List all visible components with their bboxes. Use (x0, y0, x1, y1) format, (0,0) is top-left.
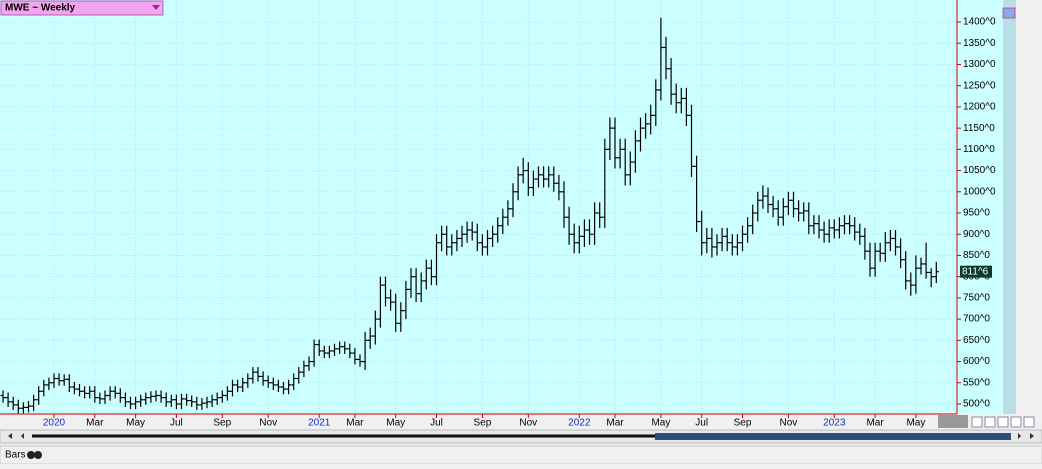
y-tick-label: 950^0 (963, 208, 990, 219)
x-tick-label: 2022 (568, 418, 591, 429)
x-tick-label: Jul (170, 418, 183, 429)
plot-area (0, 0, 957, 414)
x-tick-label: Jul (695, 418, 708, 429)
y-tick-label: 1150^0 (963, 123, 995, 134)
corner-box (938, 415, 968, 428)
nav-button[interactable] (1023, 416, 1035, 428)
x-tick-label: 2020 (43, 418, 66, 429)
x-tick-label: Mar (606, 418, 624, 429)
side-panel (1016, 0, 1042, 414)
y-tick-label: 1400^0 (963, 17, 996, 28)
x-tick-label: 2021 (308, 418, 331, 429)
y-tick-label: 700^0 (963, 314, 990, 325)
scroll-right-step[interactable] (1018, 433, 1021, 439)
nav-button[interactable] (1010, 416, 1022, 428)
y-tick-label: 1250^0 (963, 80, 996, 91)
x-tick-label: Sep (734, 418, 752, 429)
x-tick-label: Mar (866, 418, 884, 429)
status-icon[interactable] (27, 451, 35, 459)
status-icon[interactable] (34, 451, 42, 459)
scroll-left-step[interactable] (21, 433, 24, 439)
y-tick-label: 500^0 (963, 399, 990, 410)
x-tick-label: Nov (519, 418, 537, 429)
y-tick-label: 1000^0 (963, 186, 996, 197)
y-tick-label: 1050^0 (963, 165, 996, 176)
chart-title: MWE ~ Weekly (5, 3, 76, 14)
status-bar (0, 445, 1042, 465)
scroll-right[interactable] (1030, 433, 1034, 439)
x-tick-label: 2023 (823, 418, 846, 429)
nav-button[interactable] (997, 416, 1009, 428)
x-tick-label: May (651, 418, 670, 429)
nav-button[interactable] (984, 416, 996, 428)
x-tick-label: Sep (213, 418, 231, 429)
scale-button[interactable] (1002, 7, 1016, 19)
x-tick-label: Nov (780, 418, 798, 429)
y-tick-label: 1300^0 (963, 59, 996, 70)
x-tick-label: Mar (346, 418, 364, 429)
y-tick-label: 1350^0 (963, 38, 996, 49)
x-tick-label: May (386, 418, 405, 429)
y-tick-label: 600^0 (963, 356, 990, 367)
scroll-column[interactable] (1003, 0, 1016, 414)
price-axis-area (957, 0, 1003, 414)
nav-buttons (971, 416, 1035, 428)
y-tick-label: 850^0 (963, 250, 990, 261)
x-tick-label: Mar (86, 418, 104, 429)
y-tick-label: 1100^0 (963, 144, 995, 155)
y-tick-label: 650^0 (963, 335, 990, 346)
y-tick-label: 900^0 (963, 229, 990, 240)
x-tick-label: May (126, 418, 145, 429)
scroll-thumb[interactable] (655, 433, 1011, 440)
y-tick-label: 550^0 (963, 377, 990, 388)
y-tick-label: 1200^0 (963, 102, 996, 113)
x-tick-label: May (906, 418, 925, 429)
last-price-label: 811^6 (962, 266, 989, 277)
dropdown-arrow[interactable] (152, 5, 160, 10)
title-box[interactable] (0, 0, 164, 16)
x-tick-label: Nov (259, 418, 277, 429)
nav-button[interactable] (971, 416, 983, 428)
x-tick-label: Jul (430, 418, 443, 429)
x-tick-label: Sep (474, 418, 492, 429)
status-label: Bars (5, 450, 26, 461)
y-tick-label: 750^0 (963, 293, 990, 304)
scroll-left[interactable] (8, 433, 12, 439)
last-price-box (960, 265, 992, 278)
